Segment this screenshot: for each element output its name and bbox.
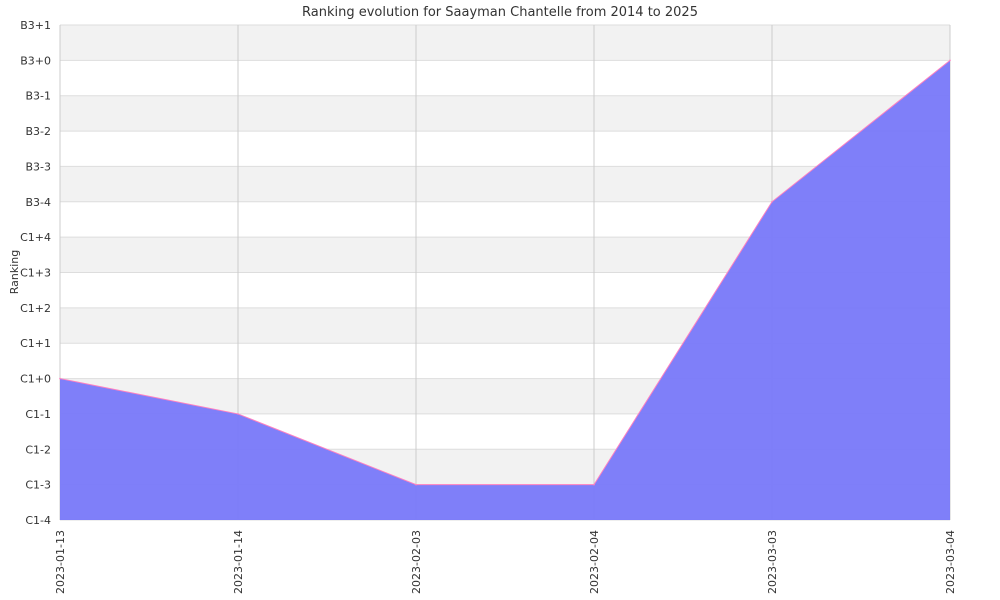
y-tick-label: C1+2 (20, 302, 51, 315)
y-tick-label: B3+1 (20, 19, 51, 32)
x-tick-label: 2023-01-13 (54, 530, 67, 594)
y-tick-label: C1-4 (25, 514, 51, 527)
y-tick-label: C1+3 (20, 267, 51, 280)
data-point (593, 483, 595, 486)
x-tick-label: 2023-03-03 (766, 530, 779, 594)
y-tick-label: C1-2 (25, 443, 51, 456)
data-point (415, 483, 417, 486)
data-point (59, 377, 61, 380)
y-tick-label: B3-2 (25, 125, 51, 138)
background-band (60, 131, 950, 167)
x-tick-label: 2023-02-04 (588, 530, 601, 594)
series-layer (59, 59, 951, 520)
x-tick-label: 2023-01-14 (232, 530, 245, 594)
background-band (60, 25, 950, 61)
y-tick-label: C1+0 (20, 373, 51, 386)
ranking-line (59, 59, 951, 486)
y-tick-label: C1+1 (20, 337, 51, 350)
y-tick-label: B3-4 (25, 196, 51, 209)
background-band (60, 95, 950, 132)
background-band (60, 60, 950, 96)
data-point (949, 59, 951, 62)
x-tick-label: 2023-02-03 (410, 530, 423, 594)
y-tick-labels: C1-4 C1-3 C1-2 C1-1 C1+0 C1+1 C1+2 C1+3 C1+4 B3-4… (20, 19, 51, 527)
ranking-area (60, 60, 950, 520)
y-tick-label: B3+0 (20, 54, 51, 67)
y-tick-label: B3-1 (25, 90, 51, 103)
y-tick-label: B3-3 (25, 160, 51, 173)
chart-title: Ranking evolution for Saayman Chantelle … (302, 5, 698, 20)
data-point (237, 413, 239, 415)
y-tick-label: C1-3 (25, 479, 51, 492)
y-axis-label: Ranking (8, 250, 21, 295)
y-tick-label: C1+4 (20, 231, 51, 244)
y-tick-label: C1-1 (25, 408, 51, 421)
x-tick-label: 2023-03-04 (944, 530, 957, 594)
x-tick-labels: 2023-01-13 2023-01-14 2023-02-03 2023-02-04… (54, 530, 957, 594)
data-point (771, 200, 773, 203)
